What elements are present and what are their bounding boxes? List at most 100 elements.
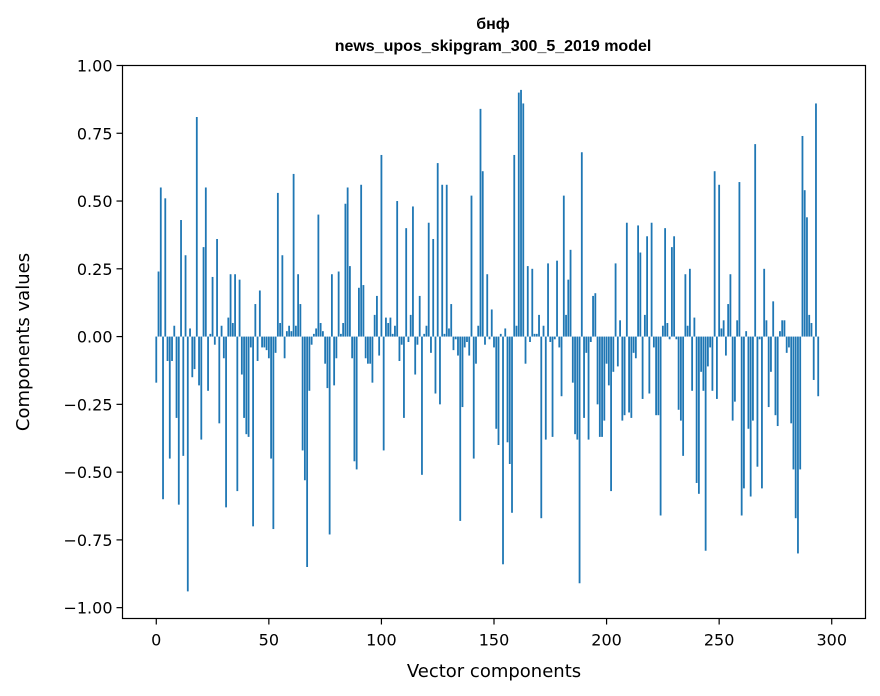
bar-167: [531, 268, 534, 337]
bar-94: [367, 336, 369, 364]
bar-109: [400, 336, 403, 345]
bar-27: [216, 238, 218, 337]
bar-71: [315, 328, 318, 337]
bar-291: [810, 323, 813, 337]
bar-36: [236, 336, 239, 492]
bar-178: [556, 260, 558, 337]
bar-123: [432, 238, 435, 337]
x-tick-label: 100: [366, 631, 397, 650]
x-tick-label: 250: [704, 631, 735, 650]
bar-131: [450, 304, 453, 337]
bar-293: [815, 103, 817, 337]
bar-240: [695, 336, 698, 483]
bar-227: [666, 323, 669, 337]
y-tick-label: 0.50: [77, 192, 113, 211]
bar-225: [661, 325, 664, 337]
bar-68: [308, 336, 311, 391]
bar-98: [376, 295, 378, 337]
bar-124: [434, 336, 437, 394]
bar-275: [774, 336, 777, 416]
bar-183: [567, 279, 570, 337]
plot-frame: [121, 64, 867, 620]
bar-12: [182, 336, 185, 456]
bar-290: [808, 314, 811, 337]
bar-17: [193, 336, 196, 370]
bar-72: [317, 214, 320, 337]
bar-104: [389, 317, 392, 337]
bar-143: [477, 325, 480, 337]
bar-246: [709, 336, 712, 348]
bar-132: [452, 336, 455, 351]
bar-29: [220, 325, 223, 337]
bar-215: [639, 252, 642, 337]
bar-144: [479, 108, 482, 337]
bar-114: [412, 206, 414, 337]
bar-182: [565, 314, 567, 337]
bar-82: [340, 333, 342, 337]
bar-115: [414, 336, 417, 375]
bar-75: [324, 336, 327, 364]
bar-257: [734, 336, 736, 402]
bar-31: [225, 336, 227, 508]
bar-20: [200, 336, 203, 440]
bar-197: [598, 336, 601, 437]
bar-189: [580, 152, 583, 337]
bar-84: [344, 203, 347, 337]
y-tick-label: −0.75: [63, 531, 112, 550]
bar-156: [506, 336, 509, 443]
bar-0: [155, 336, 158, 383]
bar-101: [382, 336, 385, 451]
x-tick-label: 0: [151, 631, 161, 650]
bar-212: [632, 336, 635, 353]
bar-204: [614, 263, 617, 337]
bar-106: [394, 325, 396, 337]
bar-250: [718, 184, 721, 337]
bar-224: [659, 336, 662, 516]
bar-203: [612, 336, 615, 372]
bar-266: [754, 144, 757, 337]
bar-118: [421, 336, 423, 475]
bar-19: [198, 336, 200, 386]
bar-222: [655, 336, 658, 416]
bar-86: [349, 266, 351, 337]
bar-149: [490, 309, 493, 337]
bar-1: [157, 271, 160, 337]
bar-112: [407, 336, 410, 342]
bar-171: [540, 336, 543, 519]
bar-107: [396, 201, 399, 337]
bar-145: [481, 171, 484, 337]
bar-83: [342, 323, 345, 337]
bar-38: [240, 336, 243, 375]
bar-91: [360, 184, 363, 337]
bar-88: [353, 336, 356, 462]
bar-162: [520, 89, 522, 337]
bar-173: [544, 336, 547, 440]
bar-194: [592, 295, 594, 337]
bar-175: [549, 336, 552, 342]
bar-33: [229, 274, 232, 337]
bar-49: [265, 336, 268, 351]
bar-237: [688, 268, 691, 337]
bar-16: [191, 336, 194, 378]
bar-169: [535, 333, 538, 337]
x-tick-label: 50: [259, 631, 279, 650]
bar-111: [405, 228, 408, 337]
bar-129: [445, 184, 448, 337]
bar-148: [488, 336, 491, 340]
x-axis-ticks: 0 50 100 150 200 250 300: [151, 618, 847, 650]
bar-58: [285, 331, 288, 337]
bar-135: [459, 336, 462, 521]
bar-63: [297, 274, 300, 337]
bar-195: [594, 293, 597, 337]
bar-96: [371, 336, 374, 383]
bar-14: [186, 336, 189, 592]
bar-4: [164, 198, 167, 337]
bar-60: [290, 331, 293, 337]
bar-74: [321, 331, 324, 337]
bar-99: [378, 336, 381, 356]
bar-243: [702, 336, 705, 391]
bar-262: [745, 331, 748, 337]
bar-76: [326, 336, 329, 389]
bar-256: [731, 336, 734, 421]
